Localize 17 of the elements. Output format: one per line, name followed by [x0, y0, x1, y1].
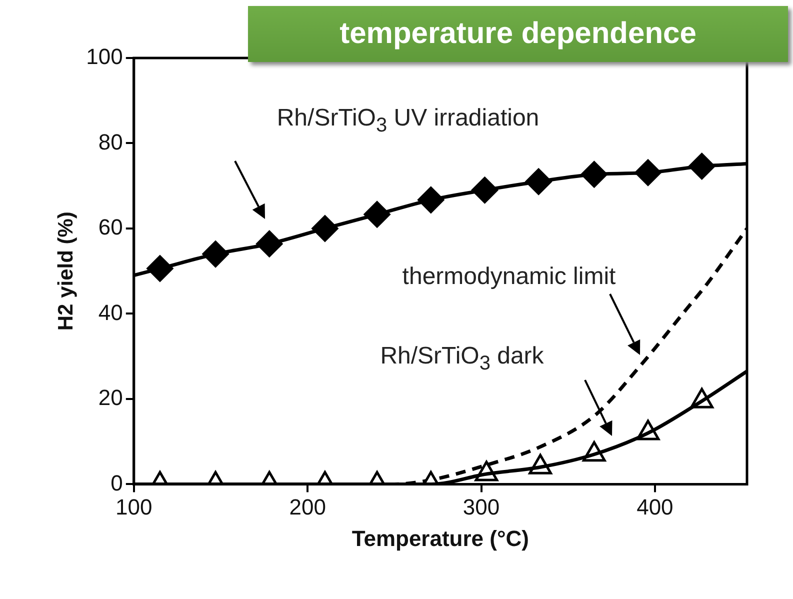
x-tick-label: 300	[462, 494, 500, 520]
y-tick-label: 80	[98, 129, 123, 154]
annotation: Rh/SrTiO$_{3}$ UV irradiation	[276, 104, 540, 138]
y-tick-label: 0	[110, 470, 123, 496]
annotation: Rh/SrTiO$_{3}$ dark	[380, 342, 544, 376]
x-axis-title: Temperature (°C)	[352, 526, 529, 551]
x-tick-label: 400	[636, 494, 674, 520]
y-tick-label: 60	[98, 214, 123, 240]
y-tick-label: 100	[86, 44, 123, 70]
x-tick-label: 200	[289, 494, 326, 520]
chart-title: temperature dependence	[340, 17, 696, 51]
x-tick-label: 100	[116, 494, 152, 520]
y-axis-title: H2 yield (%)	[54, 212, 78, 331]
annotation: thermodynamic limit	[402, 263, 616, 291]
y-tick-label: 20	[98, 385, 123, 410]
y-tick-label: 40	[98, 300, 123, 325]
title-banner: temperature dependence	[248, 6, 788, 62]
